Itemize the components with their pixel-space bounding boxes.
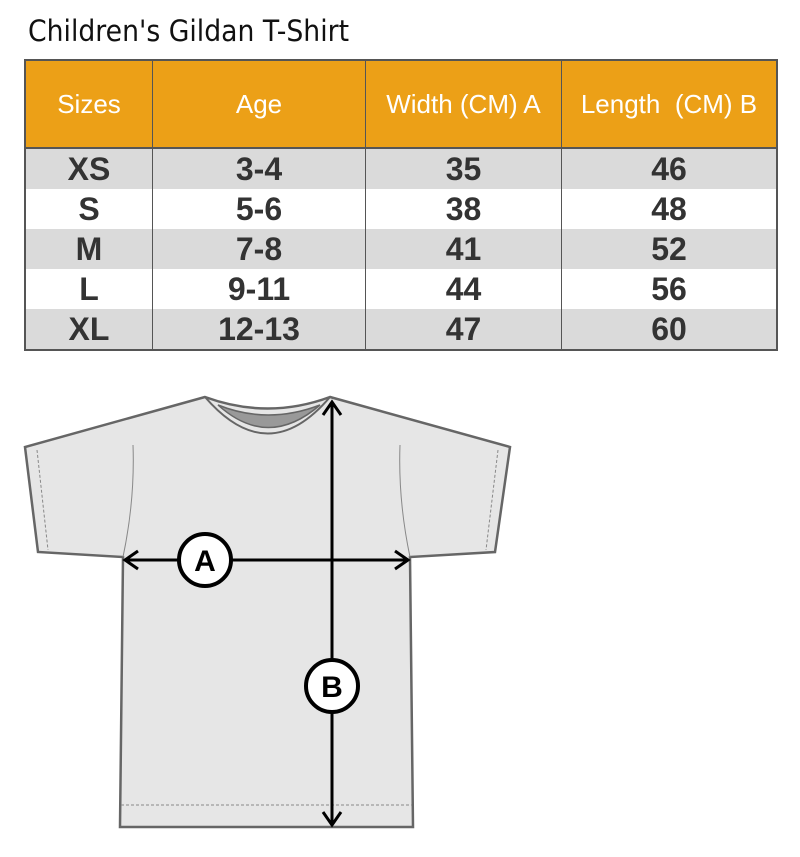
label-a-badge: A [177,532,233,588]
cell-age: 5-6 [152,189,366,229]
header-width: Width (CM) A [365,60,562,149]
table-header-row: Sizes Age Width (CM) A Length (CM) B [24,60,778,149]
cell-size: XS [24,148,153,189]
cell-length: 52 [561,229,778,269]
header-age: Age [152,60,366,149]
table-row: XS 3-4 35 46 [24,148,778,189]
cell-width: 47 [365,309,562,350]
table-row: M 7-8 41 52 [24,229,778,269]
cell-length: 56 [561,269,778,309]
table-row: L 9-11 44 56 [24,269,778,309]
cell-width: 44 [365,269,562,309]
length-arrow [321,399,343,828]
width-arrow [122,549,411,571]
cell-width: 41 [365,229,562,269]
label-b-badge: B [304,658,360,714]
cell-length: 48 [561,189,778,229]
tshirt-outline [23,395,512,829]
cell-width: 35 [365,148,562,189]
header-length: Length (CM) B [561,60,778,149]
cell-size: XL [24,309,153,350]
table-row: S 5-6 38 48 [24,189,778,229]
header-sizes: Sizes [24,60,153,149]
cell-length: 60 [561,309,778,350]
cell-age: 3-4 [152,148,366,189]
cell-width: 38 [365,189,562,229]
label-a: A [194,545,216,578]
label-b: B [321,671,343,704]
cell-length: 46 [561,148,778,189]
page-title: Children's Gildan T-Shirt [28,14,350,48]
cell-size: L [24,269,153,309]
cell-size: S [24,189,153,229]
size-table: Sizes Age Width (CM) A Length (CM) B XS … [24,59,778,351]
table-row: XL 12-13 47 60 [24,309,778,350]
cell-age: 9-11 [152,269,366,309]
cell-age: 7-8 [152,229,366,269]
cell-age: 12-13 [152,309,366,350]
cell-size: M [24,229,153,269]
tshirt-diagram: A B [23,395,512,829]
